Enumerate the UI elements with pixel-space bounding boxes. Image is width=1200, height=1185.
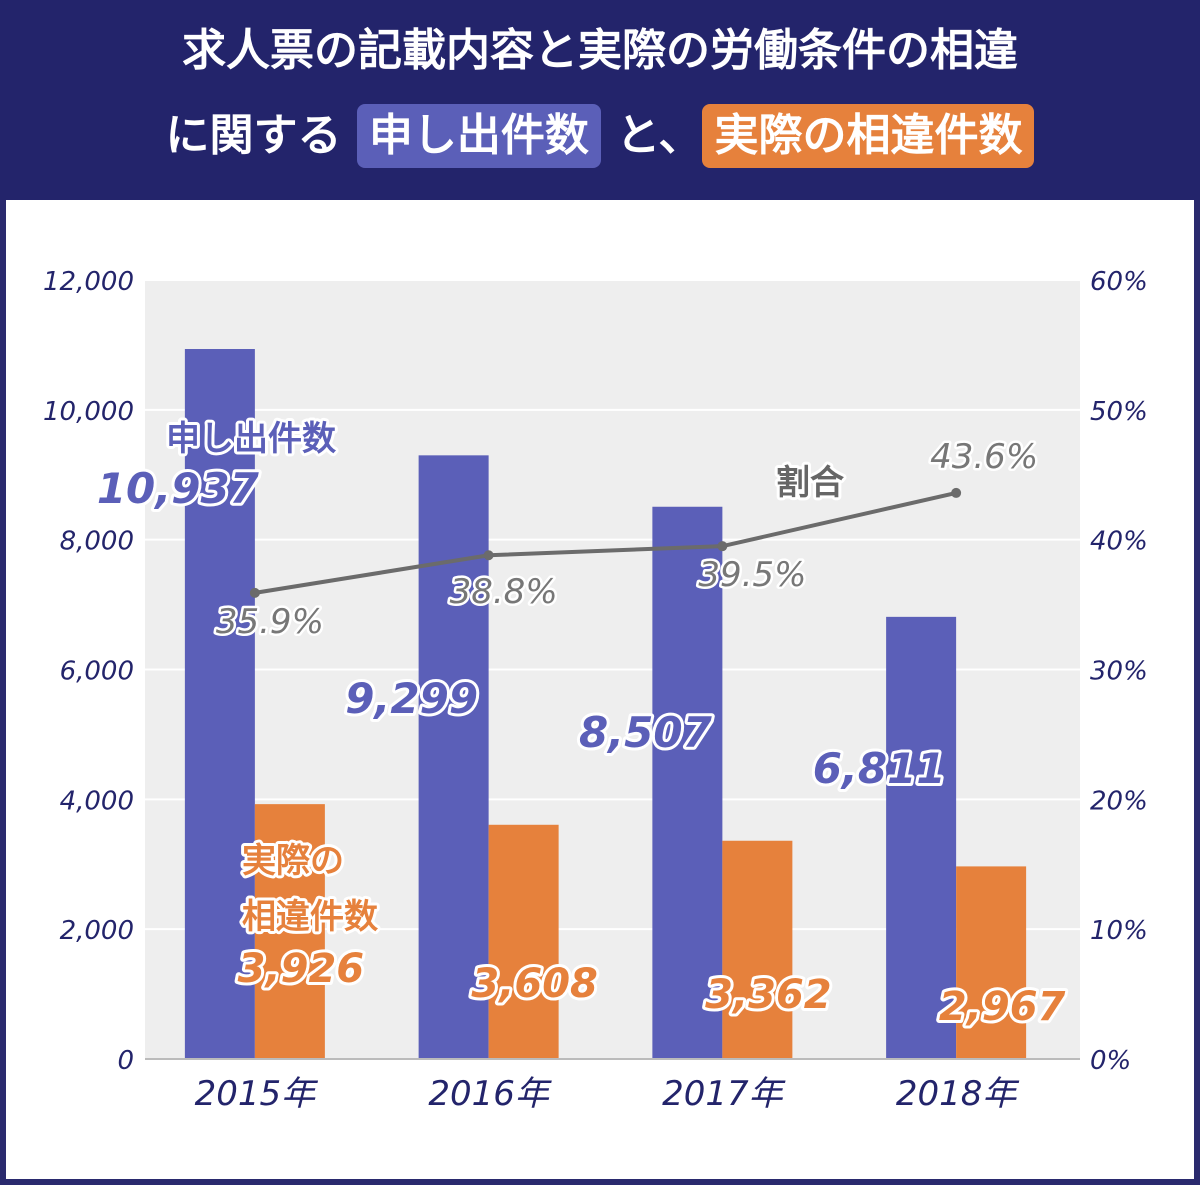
- bar-value-label-differences: 3,362: [705, 972, 832, 1018]
- series-label-differences-line1: 実際の: [242, 841, 344, 881]
- y-tick-label: 8,000: [60, 527, 134, 557]
- y-tick-label: 10,000: [43, 397, 134, 427]
- y2-tick-label: 10%: [1090, 916, 1148, 946]
- chart-header: 求人票の記載内容と実際の労働条件の相違 に関する 申し出件数 と、 実際の相違件数: [0, 0, 1200, 200]
- combo-chart: 0 2,000 4,000 6,000 8,000 10,000 12,000 0% 10% 2…: [43, 267, 1148, 1114]
- series-label-differences-line2: 相違件数: [242, 897, 378, 937]
- y2-tick-label: 30%: [1090, 657, 1148, 687]
- y2-tick-label: 50%: [1090, 397, 1148, 427]
- y-tick-label: 12,000: [43, 267, 134, 297]
- bar-value-label-applications: 8,507: [579, 708, 713, 757]
- x-tick-label: 2017年: [662, 1074, 786, 1114]
- chart-title-line-2: に関する 申し出件数 と、 実際の相違件数: [0, 104, 1200, 168]
- bar-value-label-differences: 2,967: [939, 984, 1066, 1030]
- ratio-value-label: 39.5%: [698, 555, 806, 595]
- bar-differences: [722, 840, 793, 1059]
- bar-differences: [488, 824, 559, 1059]
- bar-value-label-differences: 3,926: [238, 946, 365, 992]
- chart-panel: 0 2,000 4,000 6,000 8,000 10,000 12,000 0% 10% 2…: [6, 200, 1194, 1179]
- title-highlight-differences: 実際の相違件数: [702, 104, 1035, 168]
- y2-tick-label: 0%: [1090, 1046, 1131, 1076]
- y-tick-label: 0: [117, 1046, 134, 1076]
- y2-tick-label: 60%: [1090, 267, 1148, 297]
- ratio-point: [483, 550, 494, 561]
- chart-title-line-1: 求人票の記載内容と実際の労働条件の相違: [182, 25, 1018, 76]
- ratio-value-label: 43.6%: [930, 437, 1038, 477]
- bar-differences: [956, 866, 1027, 1059]
- bar-applications: [886, 616, 957, 1059]
- series-label-applications: 申し出件数: [166, 419, 336, 459]
- ratio-value-label: 38.8%: [450, 572, 558, 612]
- bar-value-label-applications: 6,811: [813, 744, 946, 793]
- y2-tick-label: 40%: [1090, 527, 1148, 557]
- x-tick-label: 2015年: [195, 1074, 319, 1114]
- ratio-value-label: 35.9%: [216, 602, 324, 642]
- title-middle: と、: [616, 110, 703, 161]
- ratio-point: [717, 541, 728, 552]
- bar-applications: [184, 349, 255, 1059]
- y2-tick-label: 20%: [1090, 786, 1148, 816]
- series-label-ratio: 割合: [776, 463, 844, 503]
- y-tick-label: 2,000: [60, 916, 134, 946]
- ratio-point: [951, 487, 962, 498]
- bar-applications: [652, 506, 723, 1059]
- ratio-point: [249, 587, 260, 598]
- bar-differences: [254, 804, 325, 1059]
- y-tick-label: 4,000: [60, 786, 134, 816]
- title-highlight-applications: 申し出件数: [356, 104, 601, 168]
- ratio-line: [254, 490, 957, 595]
- bar-value-label-applications: 9,299: [345, 674, 478, 723]
- bar-value-label-applications: 10,937: [97, 464, 260, 513]
- bar-value-label-differences: 3,608: [471, 961, 598, 1007]
- x-tick-label: 2018年: [896, 1074, 1020, 1114]
- x-tick-label: 2016年: [428, 1074, 552, 1114]
- title-prefix: に関する: [165, 110, 342, 161]
- y-tick-label: 6,000: [60, 657, 134, 687]
